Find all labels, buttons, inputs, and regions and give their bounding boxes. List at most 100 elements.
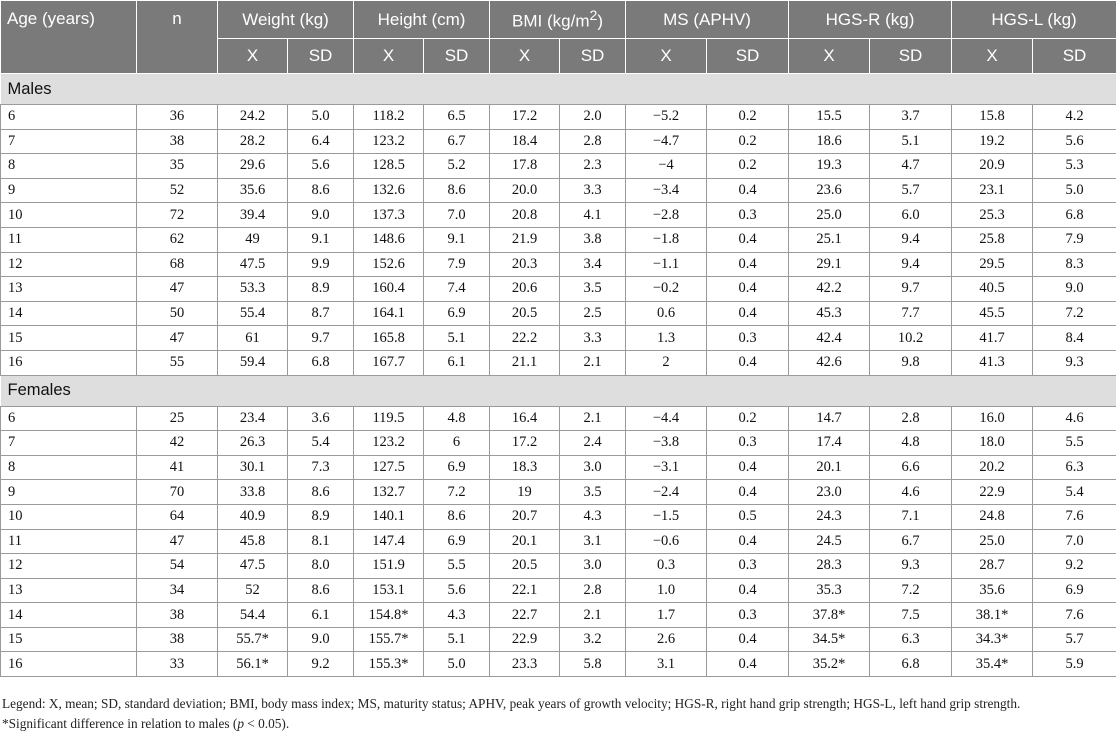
table-cell: 24.2 [217, 104, 288, 130]
header-bmi-close: ) [597, 11, 604, 31]
table-cell: 7.7 [869, 300, 953, 327]
table-cell: 53.3 [217, 276, 288, 302]
table-cell: 5.1 [423, 626, 491, 653]
table-cell: 20.9 [951, 153, 1034, 179]
cell-n: 68 [136, 251, 218, 278]
table-cell: 5.5 [423, 553, 491, 579]
table-row: 16 33 56.1* 9.2 155.3* 5.0 23.3 5.8 3.1 0.4 35.2* 6… [0, 651, 1116, 678]
table-cell: 5.1 [869, 128, 953, 155]
table-cell: 6.3 [1032, 454, 1116, 481]
table-cell: 6 [423, 430, 491, 456]
table-cell: 7.2 [423, 479, 491, 505]
table-cell: 154.8* [353, 602, 425, 628]
table-cell: 35.4* [951, 651, 1034, 678]
table-cell: 0.3 [706, 325, 790, 351]
table-cell: 25.1 [788, 226, 871, 253]
cell-age: 9 [0, 479, 137, 505]
table-cell: −1.5 [625, 503, 708, 530]
table-cell: −1.1 [625, 251, 708, 278]
table-cell: 167.7 [353, 349, 425, 376]
table-cell: 2.5 [559, 300, 627, 327]
table-cell: 8.7 [286, 300, 355, 327]
cell-age: 12 [0, 251, 137, 278]
legend-line-abbreviations: Legend: X, mean; SD, standard deviation;… [2, 696, 1021, 711]
table-row: 9 70 33.8 8.6 132.7 7.2 19 3.5 −2.4 0.4 23.0 4.6 22.… [0, 479, 1116, 505]
table-cell: 17.2 [489, 104, 561, 130]
section-row-females: Females [0, 374, 1116, 407]
table-cell: 5.6 [423, 577, 491, 604]
cell-age: 15 [0, 626, 137, 653]
table-cell: 7.0 [423, 202, 491, 228]
table-row: 11 62 49 9.1 148.6 9.1 21.9 3.8 −1.8 0.4 25.1 9.4 25… [0, 226, 1116, 253]
table-cell: 164.1 [353, 300, 425, 327]
section-label: Females [0, 374, 1116, 407]
table-cell: 52 [217, 577, 288, 604]
table-cell: 152.6 [353, 251, 425, 278]
table-cell: 42.2 [788, 276, 871, 302]
table-cell: −4.7 [625, 128, 708, 155]
table-cell: 9.0 [286, 202, 355, 228]
table-cell: 14.7 [788, 405, 871, 432]
table-cell: 0.4 [706, 177, 790, 204]
table-cell: 10.2 [869, 325, 953, 351]
table-cell: 127.5 [353, 454, 425, 481]
header-sub: X [625, 38, 708, 74]
table-cell: 9.4 [869, 226, 953, 253]
table-cell: 5.6 [286, 153, 355, 179]
table-cell: 28.2 [217, 128, 288, 155]
table-cell: 8.6 [286, 479, 355, 505]
legend-significance-suffix: < 0.05). [243, 716, 290, 731]
table-cell: 55.7* [217, 626, 288, 653]
cell-age: 7 [0, 430, 137, 456]
header-hgs-r: HGS-R (kg) [788, 0, 953, 39]
cell-age: 11 [0, 226, 137, 253]
table-cell: 20.0 [489, 177, 561, 204]
cell-n: 38 [136, 626, 218, 653]
table-cell: 3.0 [559, 454, 627, 481]
table-row: 13 34 52 8.6 153.1 5.6 22.1 2.8 1.0 0.4 35.3 7.2 35.… [0, 577, 1116, 604]
cell-n: 35 [136, 153, 218, 179]
cell-n: 62 [136, 226, 218, 253]
table-cell: 8.9 [286, 276, 355, 302]
table-cell: 41.7 [951, 325, 1034, 351]
table-cell: 17.2 [489, 430, 561, 456]
table-cell: 7.9 [423, 251, 491, 278]
table-cell: 59.4 [217, 349, 288, 376]
table-cell: 147.4 [353, 528, 425, 555]
table-cell: −4.4 [625, 405, 708, 432]
table-cell: 4.8 [423, 405, 491, 432]
table-cell: 0.3 [706, 602, 790, 628]
table-cell: 17.8 [489, 153, 561, 179]
table-cell: 155.7* [353, 626, 425, 653]
table-cell: 30.1 [217, 454, 288, 481]
table-cell: 7.2 [1032, 300, 1116, 327]
table-cell: 9.2 [286, 651, 355, 678]
cell-age: 13 [0, 276, 137, 302]
table-cell: 22.9 [489, 626, 561, 653]
table-cell: 6.8 [1032, 202, 1116, 228]
table-row: 12 68 47.5 9.9 152.6 7.9 20.3 3.4 −1.1 0.4 29.1 9.4… [0, 251, 1116, 278]
table-cell: 6.5 [423, 104, 491, 130]
table-cell: 24.3 [788, 503, 871, 530]
table-cell: 6.7 [869, 528, 953, 555]
table-cell: 9.4 [869, 251, 953, 278]
table-cell: 3.3 [559, 177, 627, 204]
table-cell: 40.5 [951, 276, 1034, 302]
table-cell: 35.2* [788, 651, 871, 678]
table-cell: 2 [625, 349, 708, 376]
table-cell: 20.7 [489, 503, 561, 530]
table-cell: 23.6 [788, 177, 871, 204]
table-head: Age (years) n Weight (kg) Height (cm) BM… [0, 0, 1116, 74]
table-cell: 123.2 [353, 128, 425, 155]
header-bmi-superscript: 2 [589, 7, 598, 24]
legend-line-significance: *Significant difference in relation to m… [2, 714, 1114, 734]
header-sub: X [489, 38, 561, 74]
table-cell: 3.7 [869, 104, 953, 130]
table-cell: 5.4 [286, 430, 355, 456]
table-cell: 20.3 [489, 251, 561, 278]
table-cell: 118.2 [353, 104, 425, 130]
table-cell: 18.4 [489, 128, 561, 155]
table-cell: 23.0 [788, 479, 871, 505]
cell-age: 8 [0, 153, 137, 179]
cell-n: 34 [136, 577, 218, 604]
